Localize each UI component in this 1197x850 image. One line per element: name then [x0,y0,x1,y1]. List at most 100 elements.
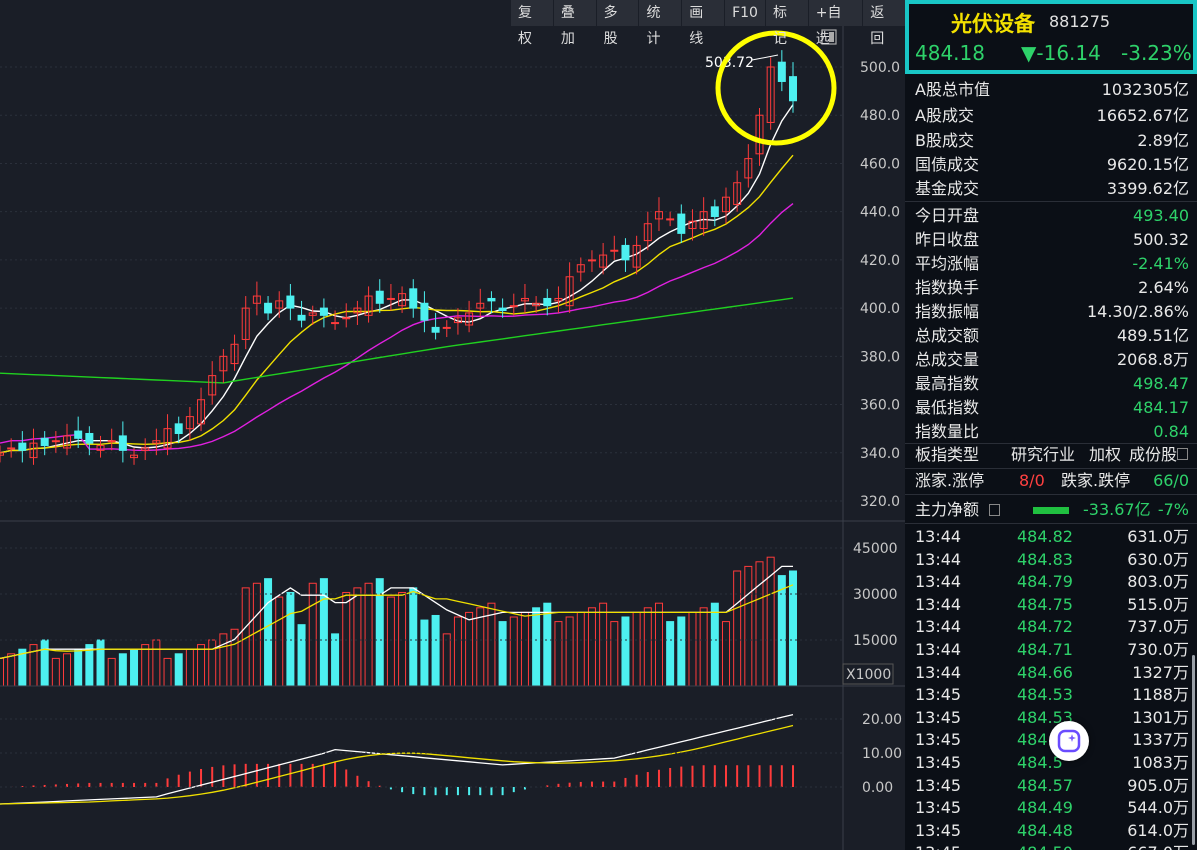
volume-bar [63,653,72,687]
stat-label: 平均涨幅 [915,254,980,273]
price-axis-label: 400.0 [860,301,900,317]
volume-axis-label: 45000 [853,541,898,557]
stat-row: 国债成交 9620.15亿 [915,153,1189,177]
candle-body [63,435,72,449]
tick-time: 13:45 [915,707,962,727]
volume-bar [465,611,474,687]
macd-dea-line [0,724,794,805]
tick-time: 13:44 [915,594,962,614]
tick-row: 13:45 484.57 905.0万 [915,775,1189,798]
volume-bar [107,657,116,687]
volume-bar [398,591,407,687]
toolbar-mark-button[interactable]: 标记 [764,0,808,47]
grid-icon[interactable] [1177,448,1188,460]
toolbar-back-button[interactable]: 返回 [862,0,905,47]
volume-bar [632,611,641,687]
candle-body [29,442,38,459]
tick-price: 484.5 [1017,753,1063,772]
candle-body [96,445,105,451]
macd-dif-line [0,713,794,805]
toolbar-add-watchlist-button[interactable]: +自选 [807,0,862,47]
candle-body [677,213,686,234]
tick-time: 13:44 [915,640,962,659]
candle-body [364,295,373,316]
toolbar-overlay-button[interactable]: 叠加 [552,0,596,47]
stat-label: 今日开盘 [915,206,980,225]
stat-label: 基金成交 [915,179,980,198]
stat-value: 500.32 [1133,230,1189,249]
volume-bar [74,648,83,687]
candle-body [532,302,541,307]
volume-bar [610,621,619,687]
stat-value: 1032305亿 [1101,80,1189,99]
grid-icon[interactable] [989,504,1000,516]
candle-body [621,244,630,261]
macd-axis-label: 20.00 [862,712,902,728]
stat-label: 总成交额 [915,326,980,345]
volume-bar [208,639,217,687]
volume-bar [364,582,373,687]
stat-label: 昨日收盘 [915,230,980,249]
tick-row: 13:44 484.79 803.0万 [915,571,1189,594]
toolbar-multi-stock-button[interactable]: 多股 [595,0,639,47]
up-count-value: 8/0 [1019,471,1045,490]
tick-time: 13:45 [915,685,962,705]
volume-bar [688,611,697,687]
candle-body [118,435,127,451]
toolbar-statistics-button[interactable]: 统计 [638,0,681,47]
tick-volume: 631.0万 [1127,527,1189,546]
tick-price: 484.49 [1017,798,1073,818]
candle-body [252,295,261,304]
candle-body [275,300,284,309]
tick-row: 13:44 484.75 515.0万 [915,594,1189,617]
volume-bar [789,570,797,687]
toolbar-restore-rights-button[interactable]: 复权 [510,0,553,47]
panel-toggle-icon[interactable] [821,29,837,45]
kline-chart-area[interactable]: 500.0 480.0 460.0 440.0 420.0 400.0 380.0 360.0… [0,0,905,850]
flow-bar [1033,507,1069,514]
volume-bar [453,616,462,687]
volume-bar [587,607,596,687]
candle-body [208,375,217,396]
candle-body [319,307,328,316]
candle-body [0,452,4,456]
toolbar-f10-button[interactable]: F10 [724,0,765,26]
candle-body [342,317,351,320]
board-link-industry[interactable]: 研究行业 [1011,445,1076,464]
stat-value: 9620.15亿 [1106,155,1189,174]
candle-body [74,430,83,439]
board-link-weighted[interactable]: 加权 [1089,445,1122,464]
kline-chart[interactable]: 500.0 480.0 460.0 440.0 420.0 400.0 380.0 360.0… [0,0,905,850]
candle-body [286,295,295,309]
moving-average-lines [0,104,794,454]
tick-row: 13:44 484.83 630.0万 [915,549,1189,572]
volume-bar [96,639,105,687]
stat-row: 总成交额 489.51亿 [915,324,1189,348]
index-price: 484.18 [915,41,985,65]
candle-body [130,454,139,459]
tick-list-scrollbar[interactable] [1192,655,1195,845]
volume-bar [744,565,753,687]
volume-bar [733,570,742,687]
volume-bar [163,657,172,687]
volume-bar [230,628,239,687]
main-flow-value: -33.67亿 [1083,500,1151,519]
tick-time: 13:45 [915,798,962,818]
toolbar-draw-line-button[interactable]: 画线 [681,0,724,47]
down-count-label: 跌家.跌停 [1061,471,1131,490]
stat-row: 最高指数 498.47 [915,372,1189,396]
index-code: 881275 [1049,12,1111,31]
ai-assistant-button[interactable] [1049,721,1089,761]
tick-price: 484.53 [1017,707,1073,727]
stat-value: 0.84 [1153,422,1189,441]
tick-price: 484.83 [1017,549,1073,569]
candle-body [744,158,753,179]
board-link-components[interactable]: 成份股 [1129,445,1178,464]
volume-bar [777,575,786,687]
candle-body [85,432,94,444]
stat-label: 指数量比 [915,422,980,441]
stat-row: A股成交 16652.67亿 [915,104,1189,128]
volume-bar [252,582,261,687]
main-flow-pct: -7% [1157,500,1189,519]
volume-bars [0,556,797,687]
